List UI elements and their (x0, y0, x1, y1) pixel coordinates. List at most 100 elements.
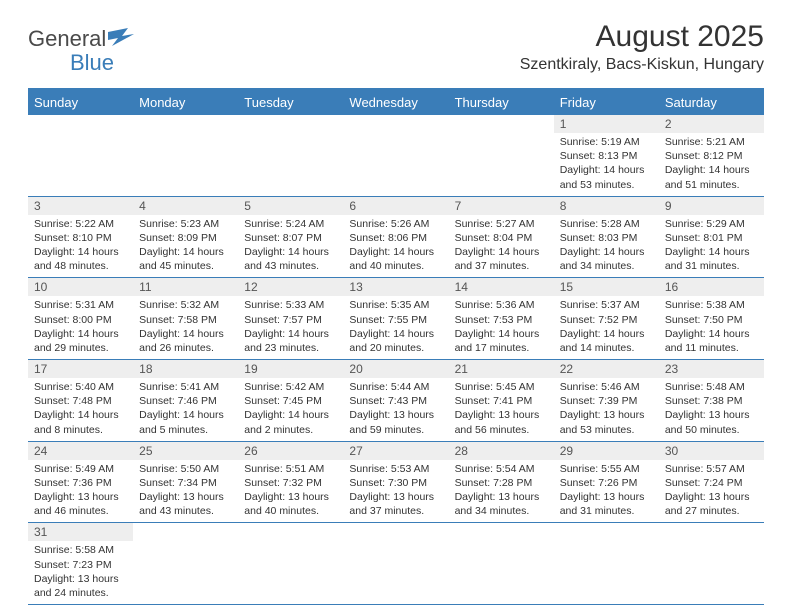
daylight-text: Daylight: 14 hours and 48 minutes. (34, 245, 127, 273)
day-content: Sunrise: 5:48 AMSunset: 7:38 PMDaylight:… (659, 378, 764, 441)
sunrise-text: Sunrise: 5:49 AM (34, 462, 127, 476)
calendar-cell: 25Sunrise: 5:50 AMSunset: 7:34 PMDayligh… (133, 441, 238, 523)
day-number: 27 (343, 442, 448, 460)
day-content: Sunrise: 5:27 AMSunset: 8:04 PMDaylight:… (449, 215, 554, 278)
sunrise-text: Sunrise: 5:48 AM (665, 380, 758, 394)
day-content: Sunrise: 5:54 AMSunset: 7:28 PMDaylight:… (449, 460, 554, 523)
col-tuesday: Tuesday (238, 90, 343, 115)
calendar-cell (449, 115, 554, 196)
col-monday: Monday (133, 90, 238, 115)
day-number: 24 (28, 442, 133, 460)
sunset-text: Sunset: 7:30 PM (349, 476, 442, 490)
calendar-cell (133, 523, 238, 605)
calendar-cell (133, 115, 238, 196)
calendar-cell: 4Sunrise: 5:23 AMSunset: 8:09 PMDaylight… (133, 196, 238, 278)
logo: General (28, 26, 134, 52)
calendar-cell: 2Sunrise: 5:21 AMSunset: 8:12 PMDaylight… (659, 115, 764, 196)
sunset-text: Sunset: 7:41 PM (455, 394, 548, 408)
sunrise-text: Sunrise: 5:33 AM (244, 298, 337, 312)
daylight-text: Daylight: 13 hours and 46 minutes. (34, 490, 127, 518)
calendar-row: 31Sunrise: 5:58 AMSunset: 7:23 PMDayligh… (28, 523, 764, 605)
day-number: 16 (659, 278, 764, 296)
sunrise-text: Sunrise: 5:37 AM (560, 298, 653, 312)
sunrise-text: Sunrise: 5:55 AM (560, 462, 653, 476)
sunset-text: Sunset: 7:53 PM (455, 313, 548, 327)
calendar-row: 1Sunrise: 5:19 AMSunset: 8:13 PMDaylight… (28, 115, 764, 196)
calendar-cell: 10Sunrise: 5:31 AMSunset: 8:00 PMDayligh… (28, 278, 133, 360)
daylight-text: Daylight: 13 hours and 56 minutes. (455, 408, 548, 436)
calendar-cell (343, 115, 448, 196)
day-content: Sunrise: 5:44 AMSunset: 7:43 PMDaylight:… (343, 378, 448, 441)
day-number: 20 (343, 360, 448, 378)
sunrise-text: Sunrise: 5:38 AM (665, 298, 758, 312)
calendar-row: 17Sunrise: 5:40 AMSunset: 7:48 PMDayligh… (28, 360, 764, 442)
day-number (449, 115, 554, 133)
calendar-table: Sunday Monday Tuesday Wednesday Thursday… (28, 90, 764, 605)
day-content: Sunrise: 5:50 AMSunset: 7:34 PMDaylight:… (133, 460, 238, 523)
daylight-text: Daylight: 14 hours and 26 minutes. (139, 327, 232, 355)
calendar-row: 24Sunrise: 5:49 AMSunset: 7:36 PMDayligh… (28, 441, 764, 523)
day-content: Sunrise: 5:40 AMSunset: 7:48 PMDaylight:… (28, 378, 133, 441)
calendar-cell: 17Sunrise: 5:40 AMSunset: 7:48 PMDayligh… (28, 360, 133, 442)
sunset-text: Sunset: 7:46 PM (139, 394, 232, 408)
daylight-text: Daylight: 14 hours and 31 minutes. (665, 245, 758, 273)
sunset-text: Sunset: 7:43 PM (349, 394, 442, 408)
sunset-text: Sunset: 8:07 PM (244, 231, 337, 245)
sunset-text: Sunset: 7:50 PM (665, 313, 758, 327)
sunset-text: Sunset: 8:10 PM (34, 231, 127, 245)
day-number (238, 115, 343, 133)
day-number (449, 523, 554, 541)
sunset-text: Sunset: 7:28 PM (455, 476, 548, 490)
daylight-text: Daylight: 13 hours and 37 minutes. (349, 490, 442, 518)
sunset-text: Sunset: 8:06 PM (349, 231, 442, 245)
sunrise-text: Sunrise: 5:28 AM (560, 217, 653, 231)
calendar-cell: 22Sunrise: 5:46 AMSunset: 7:39 PMDayligh… (554, 360, 659, 442)
daylight-text: Daylight: 14 hours and 11 minutes. (665, 327, 758, 355)
daylight-text: Daylight: 13 hours and 43 minutes. (139, 490, 232, 518)
day-number: 11 (133, 278, 238, 296)
day-number: 31 (28, 523, 133, 541)
calendar-cell (238, 115, 343, 196)
day-content: Sunrise: 5:53 AMSunset: 7:30 PMDaylight:… (343, 460, 448, 523)
day-number: 7 (449, 197, 554, 215)
sunrise-text: Sunrise: 5:24 AM (244, 217, 337, 231)
title-block: August 2025 Szentkiraly, Bacs-Kiskun, Hu… (520, 20, 764, 74)
day-number: 21 (449, 360, 554, 378)
daylight-text: Daylight: 14 hours and 8 minutes. (34, 408, 127, 436)
calendar-cell: 14Sunrise: 5:36 AMSunset: 7:53 PMDayligh… (449, 278, 554, 360)
day-number: 30 (659, 442, 764, 460)
day-content: Sunrise: 5:51 AMSunset: 7:32 PMDaylight:… (238, 460, 343, 523)
day-content: Sunrise: 5:19 AMSunset: 8:13 PMDaylight:… (554, 133, 659, 196)
sunrise-text: Sunrise: 5:54 AM (455, 462, 548, 476)
daylight-text: Daylight: 14 hours and 2 minutes. (244, 408, 337, 436)
calendar-cell: 21Sunrise: 5:45 AMSunset: 7:41 PMDayligh… (449, 360, 554, 442)
calendar-cell: 31Sunrise: 5:58 AMSunset: 7:23 PMDayligh… (28, 523, 133, 605)
daylight-text: Daylight: 14 hours and 20 minutes. (349, 327, 442, 355)
sunset-text: Sunset: 8:00 PM (34, 313, 127, 327)
calendar-cell: 5Sunrise: 5:24 AMSunset: 8:07 PMDaylight… (238, 196, 343, 278)
header-row: Sunday Monday Tuesday Wednesday Thursday… (28, 90, 764, 115)
sunrise-text: Sunrise: 5:36 AM (455, 298, 548, 312)
calendar-cell: 27Sunrise: 5:53 AMSunset: 7:30 PMDayligh… (343, 441, 448, 523)
sunrise-text: Sunrise: 5:42 AM (244, 380, 337, 394)
day-content: Sunrise: 5:22 AMSunset: 8:10 PMDaylight:… (28, 215, 133, 278)
day-content: Sunrise: 5:32 AMSunset: 7:58 PMDaylight:… (133, 296, 238, 359)
calendar-cell: 23Sunrise: 5:48 AMSunset: 7:38 PMDayligh… (659, 360, 764, 442)
sunrise-text: Sunrise: 5:19 AM (560, 135, 653, 149)
day-number (28, 115, 133, 133)
sunrise-text: Sunrise: 5:58 AM (34, 543, 127, 557)
daylight-text: Daylight: 14 hours and 5 minutes. (139, 408, 232, 436)
calendar-cell: 15Sunrise: 5:37 AMSunset: 7:52 PMDayligh… (554, 278, 659, 360)
day-number: 1 (554, 115, 659, 133)
sunrise-text: Sunrise: 5:22 AM (34, 217, 127, 231)
calendar-cell: 3Sunrise: 5:22 AMSunset: 8:10 PMDaylight… (28, 196, 133, 278)
daylight-text: Daylight: 13 hours and 59 minutes. (349, 408, 442, 436)
day-number: 17 (28, 360, 133, 378)
sunset-text: Sunset: 7:23 PM (34, 558, 127, 572)
day-number (343, 115, 448, 133)
sunset-text: Sunset: 7:36 PM (34, 476, 127, 490)
sunrise-text: Sunrise: 5:35 AM (349, 298, 442, 312)
calendar-cell: 19Sunrise: 5:42 AMSunset: 7:45 PMDayligh… (238, 360, 343, 442)
sunrise-text: Sunrise: 5:41 AM (139, 380, 232, 394)
sunset-text: Sunset: 7:32 PM (244, 476, 337, 490)
